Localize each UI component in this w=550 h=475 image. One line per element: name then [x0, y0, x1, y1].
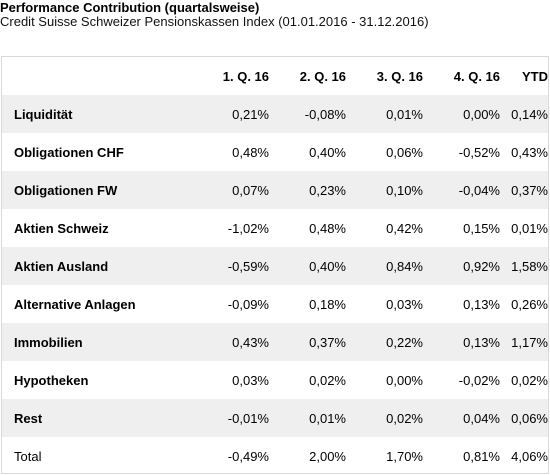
row-label: Rest: [2, 399, 192, 437]
table-header-row: 1. Q. 16 2. Q. 16 3. Q. 16 4. Q. 16 YTD: [2, 57, 548, 95]
value-cell: 0,01%: [269, 399, 346, 437]
value-cell: 0,02%: [269, 361, 346, 399]
value-cell: 0,03%: [192, 361, 269, 399]
table-row: Aktien Ausland -0,59% 0,40% 0,84% 0,92% 1,58%: [2, 247, 548, 285]
value-cell: 4,06%: [500, 437, 548, 475]
table-row: Liquidität 0,21% -0,08% 0,01% 0,00% 0,14%: [2, 95, 548, 133]
value-cell: 0,04%: [423, 399, 500, 437]
value-cell: 0,06%: [346, 133, 423, 171]
value-cell: 1,58%: [500, 247, 548, 285]
table-body: Liquidität 0,21% -0,08% 0,01% 0,00% 0,14% Obli…: [2, 95, 548, 475]
value-cell: 1,70%: [346, 437, 423, 475]
row-label: Total: [2, 437, 192, 475]
value-cell: 0,92%: [423, 247, 500, 285]
value-cell: 0,22%: [346, 323, 423, 361]
value-cell: 1,17%: [500, 323, 548, 361]
value-cell: -0,01%: [192, 399, 269, 437]
value-cell: 0,37%: [269, 323, 346, 361]
row-label: Aktien Schweiz: [2, 209, 192, 247]
column-header: YTD: [500, 57, 548, 95]
chart-subtitle: Credit Suisse Schweizer Pensionskassen I…: [0, 14, 429, 29]
table-row: Obligationen CHF 0,48% 0,40% 0,06% -0,52% 0,4…: [2, 133, 548, 171]
row-label: Obligationen FW: [2, 171, 192, 209]
value-cell: 0,07%: [192, 171, 269, 209]
value-cell: 0,40%: [269, 133, 346, 171]
value-cell: 0,01%: [500, 209, 548, 247]
value-cell: 0,02%: [346, 399, 423, 437]
value-cell: -0,09%: [192, 285, 269, 323]
column-header: 3. Q. 16: [346, 57, 423, 95]
value-cell: -0,08%: [269, 95, 346, 133]
performance-table: 1. Q. 16 2. Q. 16 3. Q. 16 4. Q. 16 YTD …: [2, 57, 548, 475]
value-cell: 0,21%: [192, 95, 269, 133]
value-cell: 0,84%: [346, 247, 423, 285]
value-cell: 0,48%: [269, 209, 346, 247]
value-cell: 0,81%: [423, 437, 500, 475]
value-cell: 0,06%: [500, 399, 548, 437]
value-cell: 0,13%: [423, 285, 500, 323]
value-cell: -1,02%: [192, 209, 269, 247]
value-cell: 0,00%: [346, 361, 423, 399]
value-cell: 0,48%: [192, 133, 269, 171]
value-cell: 0,26%: [500, 285, 548, 323]
value-cell: -0,49%: [192, 437, 269, 475]
value-cell: 0,23%: [269, 171, 346, 209]
table-row: Total -0,49% 2,00% 1,70% 0,81% 4,06%: [2, 437, 548, 475]
table-row: Immobilien 0,43% 0,37% 0,22% 0,13% 1,17%: [2, 323, 548, 361]
row-label: Liquidität: [2, 95, 192, 133]
value-cell: 0,18%: [269, 285, 346, 323]
table-row: Rest -0,01% 0,01% 0,02% 0,04% 0,06%: [2, 399, 548, 437]
value-cell: 0,10%: [346, 171, 423, 209]
table-row: Obligationen FW 0,07% 0,23% 0,10% -0,04% 0,37…: [2, 171, 548, 209]
column-header: 1. Q. 16: [192, 57, 269, 95]
value-cell: 0,13%: [423, 323, 500, 361]
value-cell: 0,15%: [423, 209, 500, 247]
performance-table-container: 1. Q. 16 2. Q. 16 3. Q. 16 4. Q. 16 YTD …: [1, 56, 549, 474]
table-row: Alternative Anlagen -0,09% 0,18% 0,03% 0,13%…: [2, 285, 548, 323]
row-label: Hypotheken: [2, 361, 192, 399]
value-cell: -0,59%: [192, 247, 269, 285]
value-cell: 0,01%: [346, 95, 423, 133]
header-empty-cell: [2, 57, 192, 95]
value-cell: 0,14%: [500, 95, 548, 133]
table-row: Hypotheken 0,03% 0,02% 0,00% -0,02% 0,02%: [2, 361, 548, 399]
column-header: 4. Q. 16: [423, 57, 500, 95]
value-cell: 0,43%: [500, 133, 548, 171]
value-cell: 2,00%: [269, 437, 346, 475]
row-label: Alternative Anlagen: [2, 285, 192, 323]
value-cell: 0,43%: [192, 323, 269, 361]
column-header: 2. Q. 16: [269, 57, 346, 95]
value-cell: 0,02%: [500, 361, 548, 399]
row-label: Immobilien: [2, 323, 192, 361]
value-cell: -0,02%: [423, 361, 500, 399]
table-row: Aktien Schweiz -1,02% 0,48% 0,42% 0,15% 0,01%: [2, 209, 548, 247]
value-cell: -0,04%: [423, 171, 500, 209]
value-cell: 0,37%: [500, 171, 548, 209]
value-cell: 0,00%: [423, 95, 500, 133]
row-label: Aktien Ausland: [2, 247, 192, 285]
value-cell: 0,40%: [269, 247, 346, 285]
value-cell: 0,42%: [346, 209, 423, 247]
value-cell: -0,52%: [423, 133, 500, 171]
chart-title: Performance Contribution (quartalsweise): [0, 0, 259, 15]
row-label: Obligationen CHF: [2, 133, 192, 171]
value-cell: 0,03%: [346, 285, 423, 323]
